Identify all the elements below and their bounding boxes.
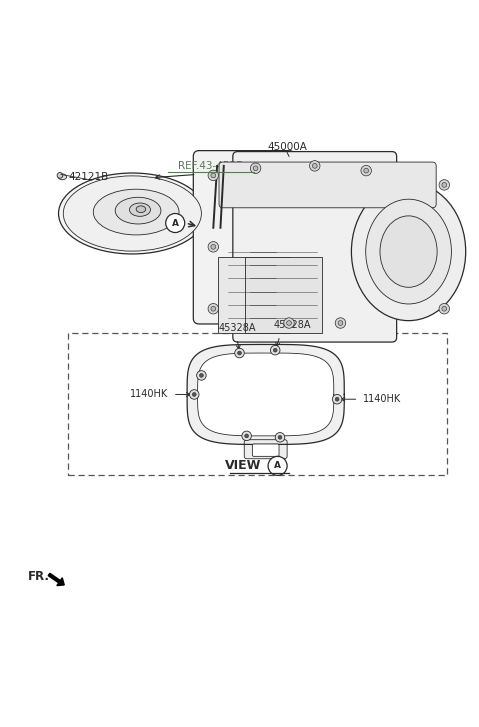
Circle shape <box>442 182 446 188</box>
Circle shape <box>208 241 218 252</box>
Circle shape <box>312 164 317 168</box>
Circle shape <box>235 348 244 358</box>
Circle shape <box>335 398 339 401</box>
Circle shape <box>364 168 368 173</box>
Circle shape <box>166 214 185 233</box>
Circle shape <box>199 374 203 377</box>
Ellipse shape <box>352 182 466 321</box>
Circle shape <box>208 170 218 180</box>
Circle shape <box>190 390 199 399</box>
Circle shape <box>57 172 63 178</box>
Text: 1140HK: 1140HK <box>130 390 168 399</box>
Circle shape <box>335 318 346 329</box>
Circle shape <box>439 180 449 190</box>
Bar <box>245 257 322 332</box>
Circle shape <box>268 457 287 475</box>
Text: FR.: FR. <box>28 571 50 583</box>
Ellipse shape <box>136 206 146 212</box>
Text: 1140HK: 1140HK <box>363 394 401 404</box>
FancyBboxPatch shape <box>244 440 287 459</box>
Text: 45328A: 45328A <box>218 323 256 333</box>
Circle shape <box>442 306 446 311</box>
Circle shape <box>242 431 251 441</box>
Ellipse shape <box>365 199 451 304</box>
Circle shape <box>439 303 449 314</box>
Bar <box>218 257 290 332</box>
Bar <box>68 332 446 475</box>
Circle shape <box>275 433 285 442</box>
Circle shape <box>309 161 320 171</box>
Circle shape <box>238 351 241 355</box>
FancyArrow shape <box>48 574 64 586</box>
Circle shape <box>286 321 291 326</box>
Text: REF.43-453B: REF.43-453B <box>178 161 243 171</box>
Text: A: A <box>274 462 281 470</box>
Text: 45328A: 45328A <box>273 320 311 330</box>
Circle shape <box>278 435 282 439</box>
FancyBboxPatch shape <box>252 444 279 457</box>
Ellipse shape <box>63 176 201 251</box>
Text: VIEW: VIEW <box>225 459 261 473</box>
Text: 45000A: 45000A <box>267 142 307 152</box>
Circle shape <box>211 173 216 178</box>
FancyBboxPatch shape <box>219 162 436 208</box>
Text: 42121B: 42121B <box>68 172 108 182</box>
Circle shape <box>284 318 294 329</box>
Ellipse shape <box>93 189 179 235</box>
Circle shape <box>197 371 206 380</box>
Circle shape <box>208 303 218 314</box>
Ellipse shape <box>115 197 161 224</box>
Circle shape <box>245 434 249 438</box>
Polygon shape <box>187 345 344 444</box>
Ellipse shape <box>58 174 67 180</box>
FancyBboxPatch shape <box>233 152 397 342</box>
Ellipse shape <box>380 216 437 287</box>
Ellipse shape <box>129 203 150 217</box>
Circle shape <box>361 165 371 176</box>
Circle shape <box>193 393 196 396</box>
Text: A: A <box>171 219 179 228</box>
Circle shape <box>271 345 280 355</box>
FancyBboxPatch shape <box>194 150 295 324</box>
Circle shape <box>274 348 277 352</box>
Circle shape <box>332 395 342 404</box>
Circle shape <box>211 306 216 311</box>
Circle shape <box>253 166 258 171</box>
Polygon shape <box>198 353 334 436</box>
Circle shape <box>251 163 261 174</box>
Ellipse shape <box>58 173 206 254</box>
Circle shape <box>211 244 216 249</box>
Circle shape <box>338 321 343 326</box>
